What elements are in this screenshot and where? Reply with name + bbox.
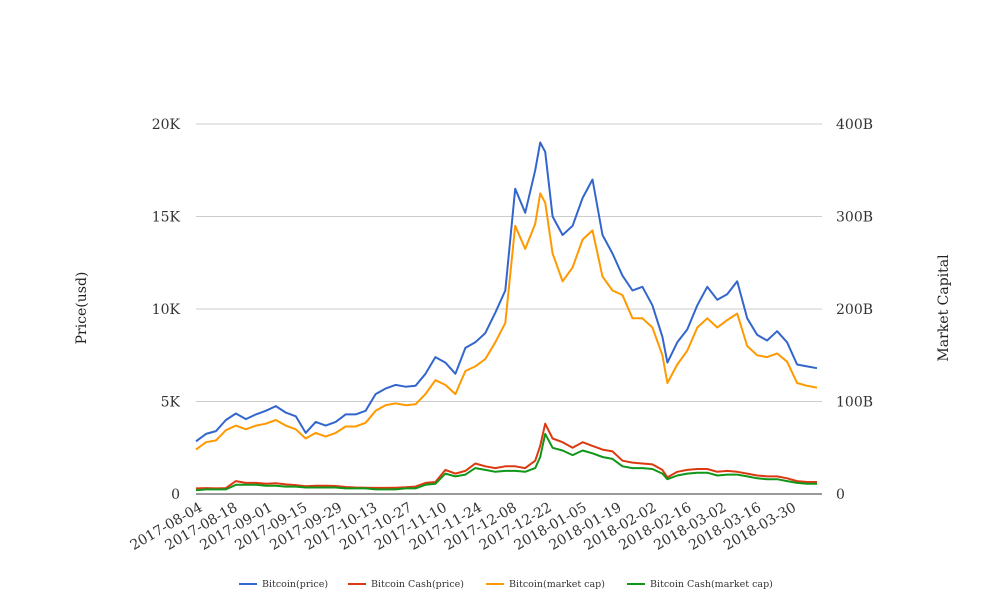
gridlines [196, 123, 822, 495]
y-tick-label: 15K [152, 210, 181, 226]
y2-tick-label: 200B [836, 302, 873, 318]
series-line-0 [195, 141, 818, 443]
y-tick-label: 10K [152, 302, 181, 318]
y2-tick-label: 300B [836, 210, 873, 226]
legend-label: Bitcoin Cash(price) [371, 579, 464, 590]
y2-axis-title: Market Capital [936, 254, 952, 362]
series-line-1 [195, 422, 817, 490]
legend: Bitcoin(price) Bitcoin Cash(price) Bitcoin… [239, 579, 773, 590]
legend-label: Bitcoin(market cap) [509, 579, 605, 590]
y-tick-label: 5K [161, 395, 181, 411]
y-axis-left: 0 5K 10K 15K 20K [152, 117, 181, 503]
y2-tick-label: 0 [836, 487, 845, 503]
y-axis-title: Price(usd) [74, 272, 90, 345]
y-tick-label: 0 [171, 487, 180, 503]
series-lines [195, 141, 818, 492]
legend-label: Bitcoin(price) [262, 579, 328, 590]
series-line-2 [195, 192, 818, 451]
y-axis-right: 0 100B 200B 300B 400B [836, 117, 873, 503]
y-tick-label: 20K [152, 117, 181, 133]
y2-tick-label: 100B [836, 395, 873, 411]
legend-label: Bitcoin Cash(market cap) [650, 579, 773, 590]
x-axis: 2017-08-042017-08-182017-09-012017-09-15… [128, 500, 799, 554]
y2-tick-label: 400B [836, 117, 873, 133]
series-line-3 [195, 432, 817, 492]
